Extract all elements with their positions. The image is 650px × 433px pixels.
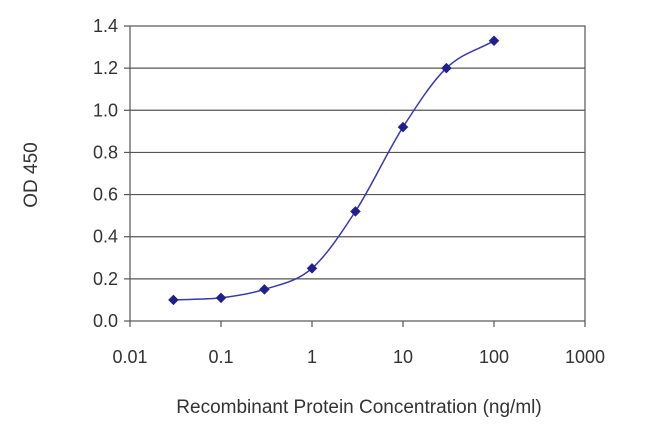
y-tick-label: 0.8 [93, 142, 118, 162]
y-tick-label: 1.0 [93, 100, 118, 120]
data-point-marker [350, 206, 361, 217]
y-tick-label: 0.6 [93, 185, 118, 205]
x-tick-label: 0.1 [208, 347, 233, 367]
data-point-marker [215, 292, 227, 304]
x-axis-title: Recombinant Protein Concentration (ng/ml… [176, 397, 541, 418]
data-point-marker [488, 35, 500, 47]
y-tick-label: 0.2 [93, 269, 118, 289]
data-points [168, 35, 500, 306]
y-tick-label: 0.0 [93, 311, 118, 331]
x-tick-label: 100 [479, 347, 509, 367]
y-tick-label: 0.4 [93, 227, 118, 247]
data-point-marker [306, 262, 318, 274]
x-tick-label: 1 [307, 347, 317, 367]
plot-area-frame [129, 25, 586, 322]
data-curve [173, 40, 495, 301]
y-axis-title: OD 450 [21, 142, 42, 207]
data-point-marker [441, 62, 452, 74]
y-axis-ticks: 0.0 0.2 0.4 0.6 0.8 1.0 1.2 1.4 [93, 16, 130, 331]
x-tick-label: 10 [393, 347, 413, 367]
y-tick-label: 1.2 [93, 58, 118, 78]
x-axis-ticks: 0.01 0.1 1 10 100 1000 [112, 321, 605, 367]
gridlines [130, 67, 585, 280]
x-tick-label: 1000 [565, 347, 605, 367]
data-point-marker [397, 121, 409, 133]
y-tick-label: 1.4 [93, 16, 118, 36]
data-point-marker [259, 284, 270, 295]
data-point-marker [168, 294, 179, 306]
x-tick-label: 0.01 [112, 347, 147, 367]
